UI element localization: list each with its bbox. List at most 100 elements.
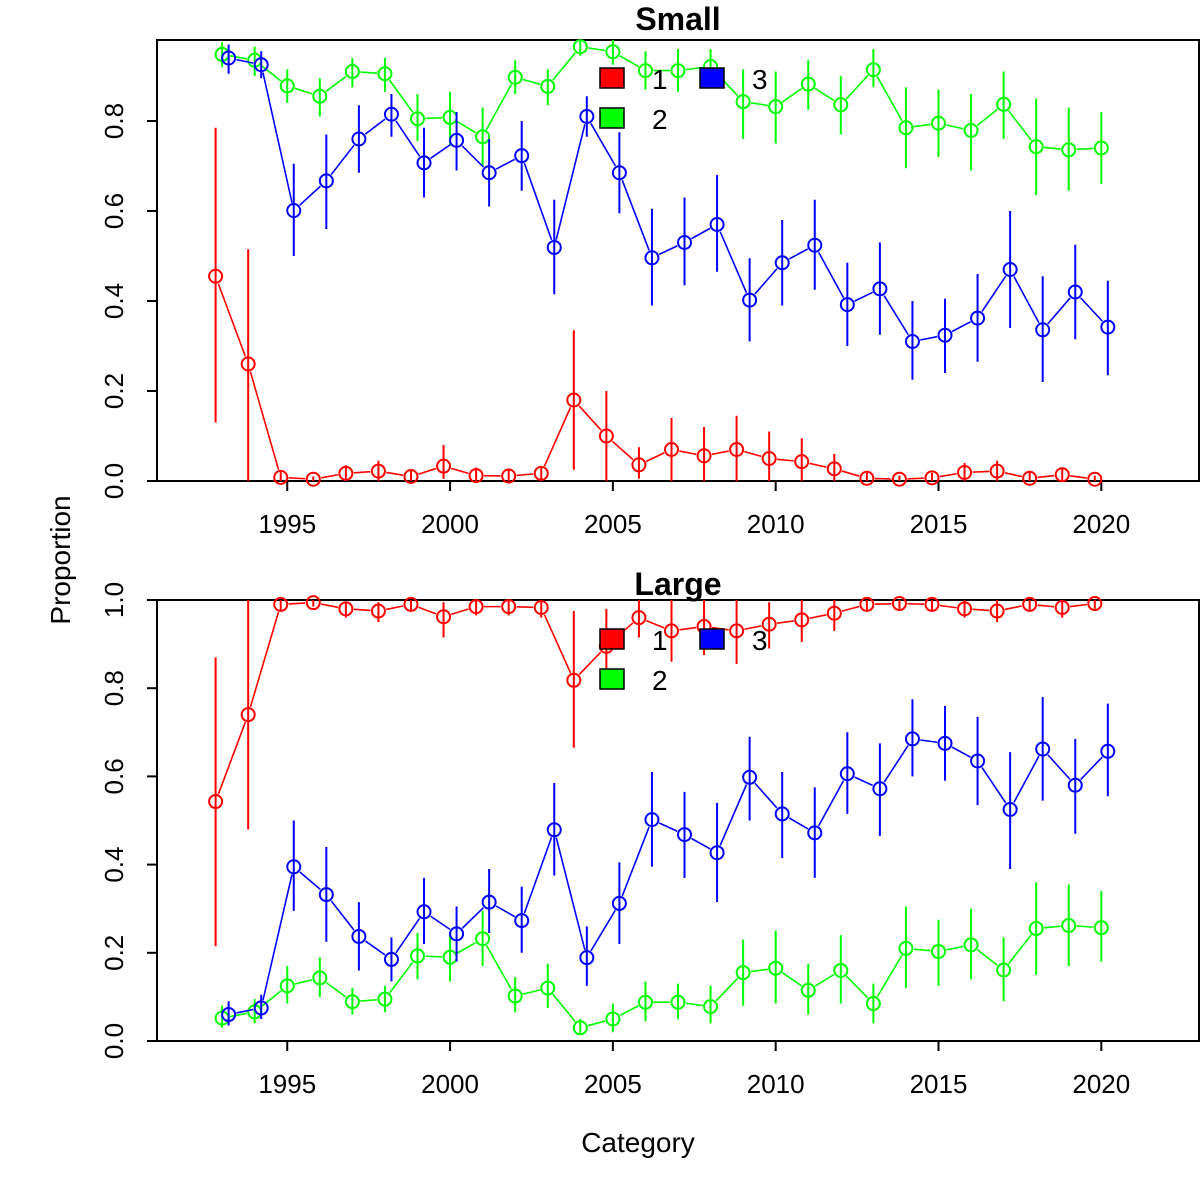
series-line-segment [972,470,990,473]
series-line-segment [1047,754,1071,780]
series-line-segment [976,108,998,127]
panel-title: Large [634,566,721,602]
x-tick-label: 2020 [1072,1069,1130,1099]
data-point [644,812,660,828]
data-point [663,442,679,457]
data-point [338,465,354,481]
data-point [696,448,712,464]
series-line-segment [883,295,909,336]
legend-label: 2 [652,665,668,696]
data-point [377,991,393,1007]
data-point [312,970,328,986]
series-line-segment [876,954,903,998]
series-line-segment [288,477,306,480]
data-point [1067,777,1083,793]
data-point [800,76,816,92]
series-line-segment [425,116,443,120]
series-line-segment [691,837,711,850]
series-line-segment [845,75,869,100]
series-line-segment [522,78,541,85]
series-line-segment [817,251,845,298]
data-point [540,78,556,94]
data-point [703,999,719,1015]
data-point [507,69,523,85]
y-tick-label: 0.6 [99,193,129,229]
series-line-segment [522,989,541,995]
data-point [989,463,1005,479]
series-line-segment [353,470,371,474]
data-point [598,428,614,444]
data-point [253,57,269,73]
series-line-segment [485,83,513,131]
series-line-segment [750,102,768,107]
data-point [286,859,302,875]
series-line-segment [776,620,794,624]
panel-large: Large 1995 2000 2005 2010 2015 2020 0.0 0.2 0.4 0… [99,566,1200,1099]
legend-label: 1 [652,625,668,656]
data-point [742,769,758,785]
data-point [872,781,888,797]
series-line-segment [495,158,515,170]
series-line-segment [920,335,938,341]
data-point [383,106,399,122]
series-line-segment [430,915,451,931]
series-line-segment [578,651,602,676]
series-line-segment [883,745,909,783]
series-line-segment [395,120,421,157]
series-1 [208,127,1103,487]
x-tick-label: 2005 [584,1069,642,1099]
legend-box: 1 2 3 [599,64,768,135]
data-point [546,239,562,255]
series-line-segment [353,608,371,612]
data-point [416,904,432,920]
data-point [1087,596,1103,612]
series-line-segment [260,64,282,82]
data-point [996,96,1012,112]
data-point [514,148,530,164]
data-point [970,310,986,326]
series-line-segment [744,625,762,631]
series-line-segment [719,231,748,294]
data-point [318,887,334,903]
series-line-segment [555,124,586,240]
series-2 [214,882,1109,1036]
data-point [839,297,855,313]
data-point [631,457,647,473]
data-point [253,1000,269,1016]
x-tick-label: 2000 [421,1069,479,1099]
data-point [221,50,237,66]
data-point [859,470,875,486]
data-point [807,237,823,253]
legend-swatch [699,67,725,89]
series-line-segment [814,973,835,987]
series-line-segment [321,603,339,609]
data-point [924,470,940,486]
data-point [735,94,751,110]
data-point [566,392,582,408]
series-line-segment [619,55,639,68]
series-line-segment [845,975,869,999]
data-point [677,827,693,843]
data-point [963,937,979,953]
series-line-segment [364,118,386,135]
series-line-segment [523,162,553,241]
x-tick-label: 1995 [258,1069,316,1099]
series-line-segment [555,837,586,951]
series-line-segment [809,614,827,620]
series-line-segment [946,945,964,951]
data-point [611,895,627,911]
series-line-segment [809,462,827,468]
series-line-segment [418,606,437,615]
data-point [540,980,556,996]
series-line-segment [588,47,606,52]
series-1 [208,595,1103,947]
series-line-segment [325,982,347,998]
series-line-segment [907,477,925,480]
series-line-segment [1044,146,1061,150]
data-point [611,165,627,181]
data-point [937,735,953,751]
series-line-segment [523,837,553,914]
series-line-segment [777,458,794,462]
series-line-segment [744,450,762,458]
